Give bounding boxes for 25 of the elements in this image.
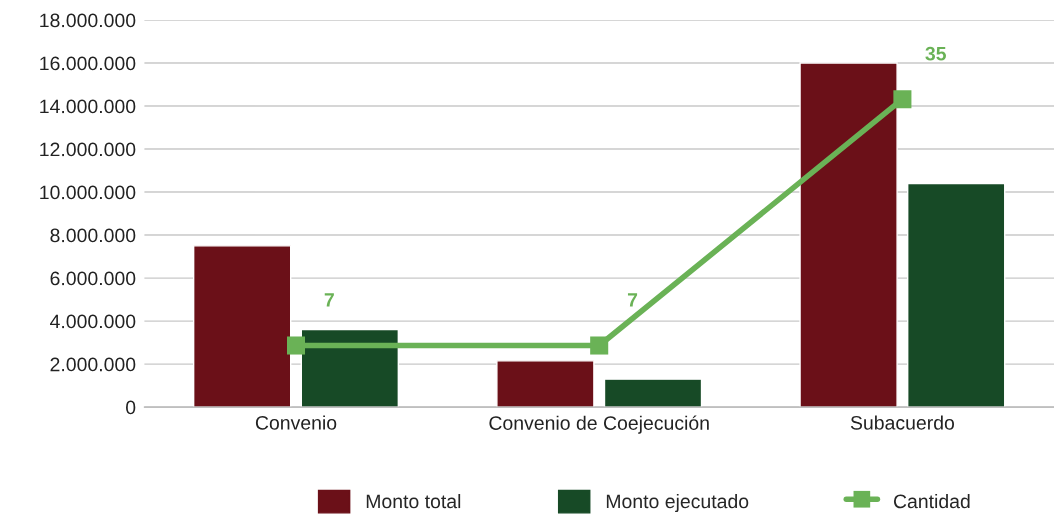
x-tick-label: Convenio de Coejecución [489,415,709,434]
y-tick-label: 8.000.000 [50,228,136,243]
y-tick-label: 14.000.000 [40,99,136,114]
data-label: 7 [627,293,638,307]
y-tick-label: 2.000.000 [50,357,136,372]
y-tick-label: 16.000.000 [40,56,136,71]
y-tick-label: 12.000.000 [40,142,136,157]
y-tick-label: 18.000.000 [40,13,136,28]
x-tick-label: Subacuerdo [850,415,955,430]
bar [192,245,292,408]
x-tick-label: Convenio [255,415,337,430]
y-tick-label: 0 [126,400,136,415]
bar [496,360,595,408]
data-label: 7 [324,293,334,307]
bar [799,62,898,408]
y-tick-label: 4.000.000 [50,314,136,329]
bar [603,378,703,408]
bar [300,328,400,408]
legend-label: Monto total [366,493,461,509]
bar [907,182,1006,408]
legend-label: Cantidad [893,493,970,509]
y-tick-label: 10.000.000 [40,185,136,200]
data-label: 35 [925,46,947,61]
y-tick-label: 6.000.000 [50,271,136,286]
legend-label: Monto ejecutado [606,493,749,513]
